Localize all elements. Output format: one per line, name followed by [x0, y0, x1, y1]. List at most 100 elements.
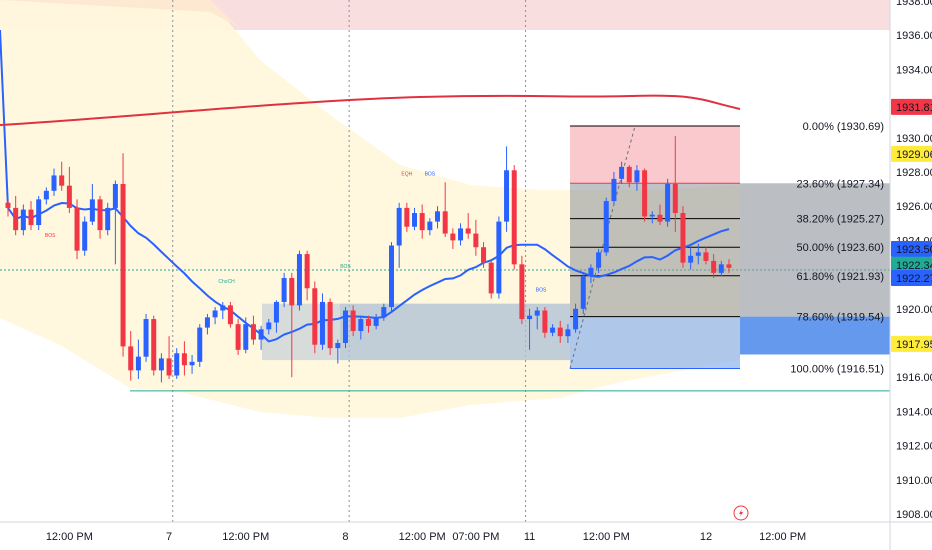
candle-body [289, 278, 295, 306]
candle-body [296, 254, 302, 306]
structure-annotation: EQH [401, 171, 412, 177]
lightning-icon-bolt [739, 509, 743, 517]
candle-body [350, 310, 356, 332]
candle-body [220, 305, 226, 311]
candle-body [557, 327, 563, 337]
y-tick-label: 1916.00 [896, 372, 932, 384]
fib-level-label: 0.00% (1930.69) [803, 121, 884, 133]
price-label-text: 1931.81 [896, 102, 932, 114]
x-tick-label: 12:00 PM [399, 531, 446, 543]
fib-zone-78-100 [570, 316, 740, 369]
candle-body [120, 183, 126, 347]
candle-body [649, 214, 655, 217]
candle-body [5, 202, 11, 208]
candle-body [204, 317, 210, 328]
structure-annotation: BOS [45, 233, 56, 239]
candle-body [412, 213, 418, 227]
candle-body [373, 317, 379, 326]
candle-body [20, 209, 26, 231]
candle-body [381, 307, 387, 318]
candle-body [266, 322, 272, 330]
y-tick-label: 1914.00 [896, 406, 932, 418]
candle-body [327, 301, 333, 349]
price-label-box [891, 240, 932, 257]
candle-body [596, 252, 602, 268]
price-label-text: 1922.34 [896, 260, 932, 272]
candle-body [151, 319, 157, 371]
candle-body [28, 209, 34, 226]
lightning-icon [733, 505, 749, 521]
candle-body [181, 353, 187, 366]
x-tick-label: 12:00 PM [759, 531, 806, 543]
candle-body [718, 264, 724, 273]
candle-body [59, 175, 65, 186]
candle-body [396, 207, 402, 246]
candle-body [511, 170, 517, 265]
y-tick-label: 1908.00 [896, 509, 932, 521]
candle-body [496, 221, 502, 294]
candle-body [580, 276, 586, 309]
fib-zone-0-23 [570, 126, 740, 184]
candle-body [519, 264, 525, 320]
price-label-box [891, 145, 932, 162]
x-tick-label: 07:00 PM [452, 531, 499, 543]
candle-body [250, 324, 256, 340]
y-tick-label: 1934.00 [896, 64, 932, 76]
price-label-box [891, 269, 932, 286]
fib-level-label: 23.60% (1927.34) [797, 178, 884, 190]
candle-body [550, 327, 556, 333]
candle-body [13, 207, 19, 231]
price-label-box [891, 98, 932, 115]
candle-body [166, 358, 172, 376]
fibonacci-retracement[interactable]: 0.00% (1930.69) 23.60% (1927.34) 38.20% (1… [569, 121, 890, 375]
candle-body [365, 319, 371, 326]
candle-body [243, 324, 249, 350]
y-tick-label: 1930.00 [896, 133, 932, 145]
candle-body [158, 358, 164, 371]
candle-body [128, 346, 134, 371]
candle-body [43, 190, 49, 200]
fib-level-label: 78.60% (1919.54) [797, 312, 884, 324]
candle-body [112, 183, 118, 208]
candle-body [680, 213, 686, 263]
candle-body [634, 170, 640, 183]
candle-body [458, 228, 464, 241]
candle-body [573, 308, 579, 330]
price-label-box [891, 256, 932, 273]
candle-body [304, 254, 310, 289]
candle-body [726, 264, 732, 268]
y-tick-label: 1928.00 [896, 167, 932, 179]
y-tick-label: 1938.00 [896, 0, 932, 8]
candle-body [657, 214, 663, 222]
candle-body [695, 252, 701, 256]
structure-annotation: ChoCH [218, 279, 235, 285]
candle-body [473, 233, 479, 248]
x-tick-label: 12:00 PM [583, 531, 630, 543]
session-separators [172, 0, 527, 522]
x-tick-label: 12:00 PM [222, 531, 269, 543]
candle-body [66, 185, 72, 208]
fib-level-label: 100.00% (1916.51) [790, 363, 884, 375]
candle-body [504, 170, 510, 222]
y-tick-label: 1926.00 [896, 201, 932, 213]
candle-body [342, 310, 348, 343]
candle-body [189, 361, 195, 366]
candle-body [619, 166, 625, 179]
candle-body [611, 178, 617, 202]
candle-body [442, 211, 448, 234]
candle-body [82, 221, 88, 251]
candle-body [603, 201, 609, 253]
candle-body [626, 166, 632, 183]
ema-red-line [0, 94, 741, 126]
candle-body [665, 183, 671, 222]
candle-body [258, 329, 264, 340]
candle-body [358, 319, 364, 332]
candle-body [335, 343, 341, 349]
candle-body [273, 301, 279, 323]
candle-body [174, 353, 180, 376]
candle-body [534, 310, 540, 316]
fib-level-label: 61.80% (1921.93) [797, 271, 884, 283]
candle-body [319, 301, 325, 345]
